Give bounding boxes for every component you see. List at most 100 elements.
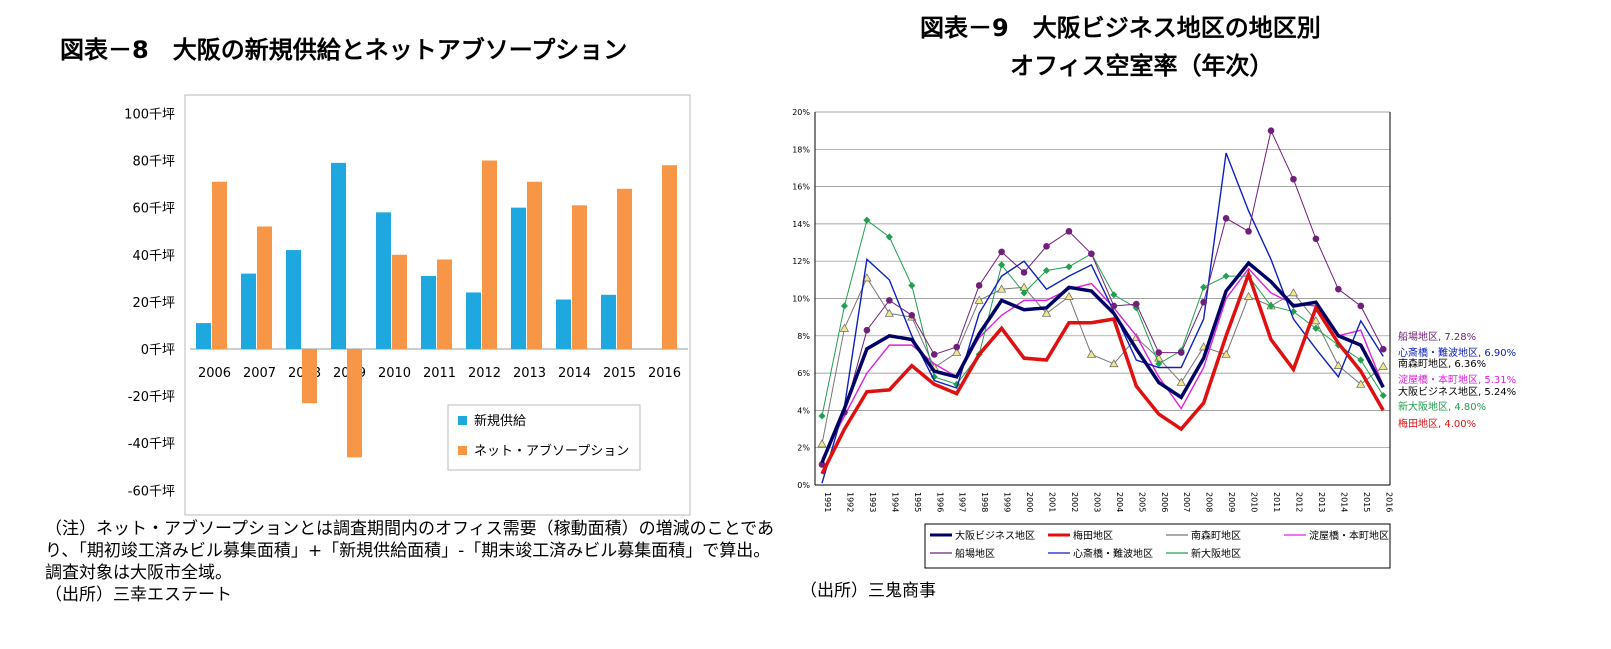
x-tick-label: 2010 (378, 366, 411, 381)
series-line (821, 152, 1384, 484)
series-line (820, 260, 1385, 464)
note-left: （注）ネット・アブソープションとは調査期間内のオフィス需要（稼動面積）の増減のこ… (45, 518, 785, 606)
end-label: 大阪ビジネス地区, 5.24% (1398, 385, 1516, 398)
data-point (862, 273, 872, 282)
data-point (1133, 300, 1140, 308)
end-label: 心斎橋・難波地区, 6.90% (1398, 346, 1516, 359)
x-tick-label: 2012 (468, 366, 501, 381)
x-tick-label: 2013 (1317, 492, 1326, 512)
bar-supply (421, 275, 436, 349)
y-tick-label: 10% (792, 295, 810, 304)
x-tick-label: 2003 (1092, 492, 1101, 512)
chart-title-left: 図表－8 大阪の新規供給とネットアブソープション (60, 36, 628, 64)
data-point (930, 373, 938, 381)
y-tick-label: 100千坪 (124, 107, 175, 122)
x-tick-label: 2016 (1384, 492, 1393, 512)
bar-supply (511, 207, 526, 349)
y-tick-label: -60千坪 (128, 484, 175, 499)
bar-absorption (617, 188, 632, 349)
y-tick-label: 18% (792, 145, 810, 154)
data-point (1379, 345, 1387, 353)
data-point (1110, 291, 1118, 299)
bar-supply (286, 250, 301, 349)
x-tick-label: 1995 (913, 492, 922, 512)
source-left: （出所）三幸エステート (45, 585, 232, 605)
bar-absorption (212, 181, 227, 349)
data-point (930, 351, 938, 358)
data-point (998, 248, 1005, 256)
x-tick-label: 1992 (845, 492, 854, 512)
bar-absorption (392, 254, 407, 349)
y-tick-label: 6% (797, 369, 810, 378)
bar-supply (196, 323, 211, 349)
bar-supply (376, 212, 391, 349)
data-point (885, 233, 893, 241)
x-tick-label: 2006 (1160, 492, 1169, 512)
data-point (1065, 263, 1073, 271)
plot-frame (184, 94, 691, 516)
x-tick-label: 2015 (1362, 492, 1371, 512)
legend-label: 新規供給 (474, 413, 526, 429)
bar-supply (601, 294, 616, 349)
legend-box (924, 523, 1391, 569)
data-point (908, 311, 916, 319)
end-label: 南森町地区, 6.36% (1398, 357, 1486, 370)
data-point (1176, 377, 1186, 386)
data-point (952, 347, 962, 356)
data-point (1333, 360, 1343, 369)
bar-absorption (662, 165, 677, 349)
data-point (863, 216, 871, 224)
x-tick-label: 2007 (243, 366, 276, 381)
y-tick-label: 2% (797, 444, 810, 453)
data-point (975, 282, 983, 289)
y-tick-label: 20% (792, 108, 810, 117)
bar-supply (241, 273, 256, 349)
data-point (1177, 349, 1185, 356)
legend-label: 南森町地区 (1191, 529, 1241, 542)
note-text: （注）ネット・アブソープションとは調査期間内のオフィス需要（稼動面積）の増減のこ… (45, 519, 774, 583)
y-tick-label: 0% (797, 481, 810, 490)
legend-label: 大阪ビジネス地区 (955, 529, 1035, 542)
data-point (1110, 302, 1118, 310)
bar-absorption (302, 349, 317, 404)
data-point (1200, 298, 1207, 306)
y-tick-label: 14% (792, 220, 810, 229)
data-point (1109, 359, 1119, 368)
x-tick-label: 2016 (648, 366, 681, 381)
legend-label: 淀屋橋・本町地区 (1309, 529, 1389, 542)
data-point (1020, 269, 1028, 276)
data-point (840, 302, 848, 310)
x-tick-label: 2002 (1070, 492, 1079, 512)
data-point (884, 308, 894, 317)
legend-label: 船場地区 (955, 547, 995, 560)
data-point (1311, 316, 1321, 325)
data-point (1043, 242, 1050, 250)
bar-absorption (482, 160, 497, 349)
y-tick-label: 40千坪 (132, 249, 175, 264)
series-line (821, 129, 1384, 465)
legend-swatch (458, 446, 467, 455)
data-point (1041, 308, 1052, 317)
data-point (996, 284, 1007, 293)
x-tick-label: 1996 (935, 492, 944, 512)
data-point (1357, 302, 1365, 310)
x-tick-label: 1994 (890, 492, 899, 512)
x-tick-label: 2015 (603, 366, 636, 381)
data-point (1312, 235, 1320, 243)
bar-absorption (437, 259, 452, 349)
data-point (1064, 291, 1074, 300)
legend-label: ネット・アブソープション (474, 443, 629, 459)
x-tick-label: 2006 (198, 366, 231, 381)
data-point (1086, 349, 1097, 358)
y-tick-label: -20千坪 (128, 390, 175, 405)
bar-absorption (572, 205, 587, 349)
x-tick-label: 2011 (1272, 492, 1281, 512)
data-point (818, 412, 826, 420)
chart-title-right-line1: 図表－9 大阪ビジネス地区の地区別 (920, 14, 1321, 42)
data-point (1357, 356, 1365, 364)
data-point (1222, 215, 1230, 222)
data-point (1335, 285, 1342, 293)
x-tick-label: 2013 (513, 366, 546, 381)
data-point (1088, 250, 1095, 258)
data-point (1267, 127, 1275, 134)
